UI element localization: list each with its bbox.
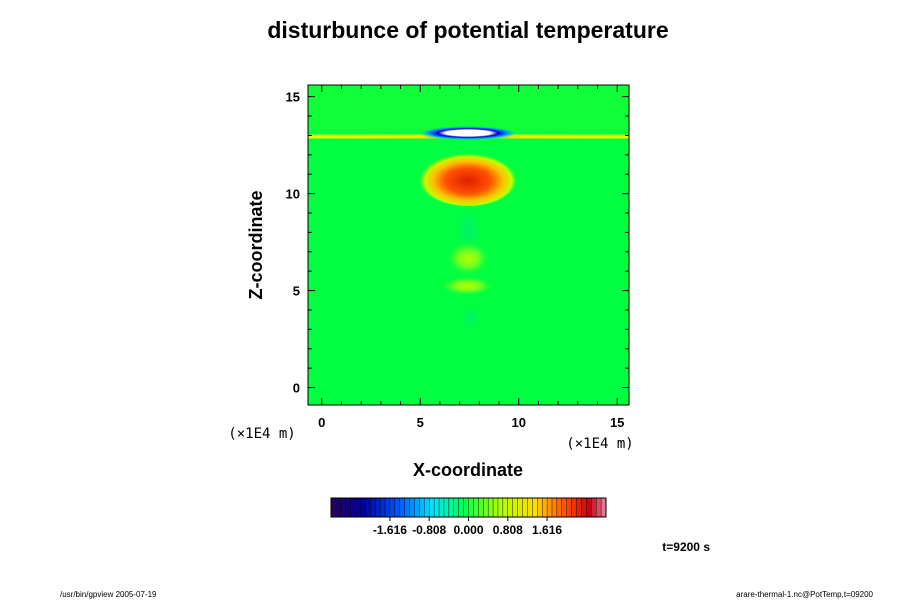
colorbar-cell	[487, 497, 494, 518]
colorbar-tick-label: 1.616	[532, 523, 562, 537]
colorbar-tick-label: 0.000	[453, 523, 483, 537]
colorbar-cell	[404, 497, 410, 518]
colorbar-cell	[600, 497, 607, 518]
heatmap-field	[308, 85, 629, 405]
colorbar-cell	[517, 497, 523, 518]
colorbar-cell	[492, 497, 499, 518]
footer-left: /usr/bin/gpview 2005-07-19	[60, 590, 157, 599]
colorbar-cell	[438, 497, 445, 518]
y-tick-label: 10	[286, 187, 300, 202]
colorbar-cell	[453, 497, 460, 518]
x-tick-label: 15	[610, 415, 624, 430]
y-tick-labels: 0 5 10 15	[286, 90, 300, 396]
x-tick-label: 10	[511, 415, 525, 430]
colorbar-cell	[424, 497, 430, 518]
colorbar-cell	[389, 497, 396, 518]
y-tick-label: 5	[293, 284, 300, 299]
colorbar-cell	[414, 497, 420, 518]
colorbar-cell	[556, 497, 563, 518]
x-axis-label: X-coordinate	[413, 460, 523, 480]
plot-frame	[307, 84, 630, 406]
colorbar-cell	[429, 497, 435, 518]
colorbar-ticks: -1.616 -0.808 0.000 0.808 1.616	[373, 517, 562, 537]
colorbar-cell	[345, 497, 352, 518]
colorbar-cell	[384, 497, 391, 518]
x-axis-unit: (×1E4 m)	[566, 436, 633, 452]
cold-anomaly	[418, 126, 518, 140]
colorbar-cell	[433, 497, 440, 518]
colorbar-tick-label: -1.616	[373, 523, 407, 537]
colorbar-cell	[551, 497, 558, 518]
colorbar-cell	[379, 497, 386, 518]
colorbar-cell	[591, 497, 597, 518]
colorbar-cell	[581, 497, 587, 518]
colorbar-cell	[355, 497, 361, 518]
colorbar-cell	[350, 497, 356, 518]
colorbar-cell	[374, 497, 381, 518]
colorbar-tick-label: -0.808	[412, 523, 446, 537]
colorbar-cell	[537, 497, 543, 518]
colorbar-cell	[502, 497, 509, 518]
colorbar-cell	[512, 497, 519, 518]
y-axis-label: Z-coordinate	[246, 190, 266, 299]
colorbar-cell	[566, 497, 573, 518]
colorbar-cell	[473, 497, 479, 518]
colorbar-cell	[527, 497, 533, 518]
colorbar-cell	[370, 497, 376, 518]
upper-layer	[308, 85, 629, 131]
colorbar-cell	[330, 497, 337, 518]
colorbar-cell	[360, 497, 366, 518]
colorbar-cell	[394, 497, 401, 518]
colorbar-cell	[443, 497, 450, 518]
time-label: t=9200 s	[662, 540, 710, 554]
colorbar-cell	[541, 497, 548, 518]
y-tick-label: 0	[293, 381, 300, 396]
colorbar-tick-label: 0.808	[493, 523, 523, 537]
colorbar-cell	[483, 497, 489, 518]
x-tick-label: 5	[417, 415, 424, 430]
colorbar-cell	[458, 497, 464, 518]
y-tick-label: 15	[286, 90, 300, 105]
colorbar-cell	[546, 497, 553, 518]
plume-core-lower	[439, 276, 495, 296]
x-tick-labels: 0 5 10 15	[318, 415, 624, 430]
colorbar-cell	[463, 497, 469, 518]
colorbar-cell	[419, 497, 425, 518]
x-tick-label: 0	[318, 415, 325, 430]
tick-marks	[308, 85, 629, 405]
colorbar-cell	[532, 497, 538, 518]
colorbar-cell	[507, 497, 514, 518]
colorbar-cell	[409, 497, 415, 518]
colorbar-cell	[340, 497, 347, 518]
colorbar-cell	[497, 497, 504, 518]
colorbar	[330, 497, 607, 518]
colorbar-cell	[399, 497, 406, 518]
plume-base	[458, 304, 482, 332]
colorbar-cell	[576, 497, 582, 518]
colorbar-cell	[595, 497, 602, 518]
colorbar-cell	[335, 497, 342, 518]
plume-stem	[450, 200, 486, 260]
y-axis-unit: (×1E4 m)	[228, 426, 295, 442]
footer-right: arare-thermal-1.nc@PotTemp,t=09200	[736, 590, 873, 599]
colorbar-cell	[365, 497, 371, 518]
colorbar-cell	[478, 497, 484, 518]
colorbar-cell	[571, 497, 577, 518]
warm-thermal-cap	[418, 150, 518, 206]
colorbar-cell	[561, 497, 568, 518]
colorbar-cell	[586, 497, 592, 518]
colorbar-cell	[468, 497, 474, 518]
colorbar-cell	[448, 497, 455, 518]
chart-title: disturbunce of potential temperature	[267, 17, 668, 43]
colorbar-cell	[522, 497, 528, 518]
